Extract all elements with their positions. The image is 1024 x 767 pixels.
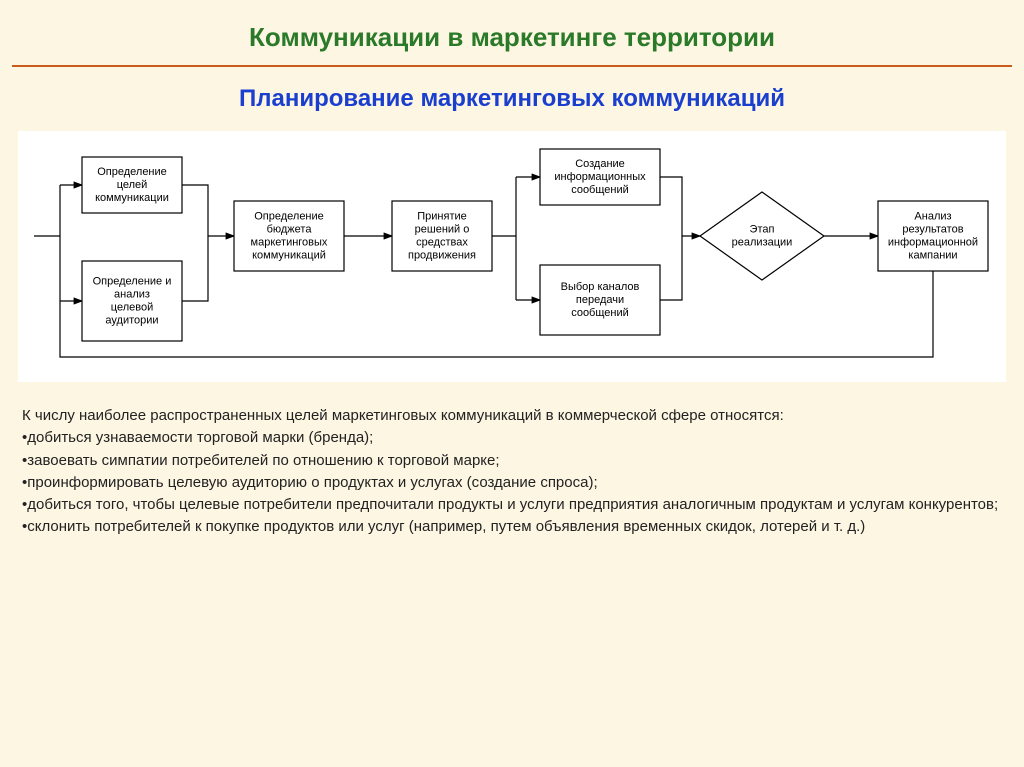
svg-text:передачи: передачи [576, 294, 624, 306]
bullet-item: •добиться того, чтобы целевые потребител… [22, 495, 1002, 515]
flow-node-n3: Определениебюджетамаркетинговыхкоммуника… [234, 201, 344, 271]
flow-node-n5: Созданиеинформационныхсообщений [540, 149, 660, 205]
svg-text:Определение и: Определение и [93, 275, 172, 287]
svg-text:Определение: Определение [254, 210, 324, 222]
flowchart: ОпределениецелейкоммуникацииОпределение … [22, 139, 1002, 374]
svg-text:информационной: информационной [888, 236, 978, 248]
svg-text:маркетинговых: маркетинговых [251, 236, 328, 248]
bullet-list: •добиться узнаваемости торговой марки (б… [22, 428, 1002, 537]
svg-text:продвижения: продвижения [408, 249, 476, 261]
page-subtitle: Планирование маркетинговых коммуникаций [0, 85, 1024, 113]
svg-text:аудитории: аудитории [105, 314, 158, 326]
bullet-item: •проинформировать целевую аудиторию о пр… [22, 473, 1002, 493]
svg-text:результатов: результатов [902, 223, 963, 235]
svg-text:целей: целей [117, 179, 148, 191]
svg-text:Определение: Определение [97, 166, 167, 178]
svg-text:сообщений: сообщений [571, 307, 629, 319]
flow-node-n2: Определение ианализцелевойаудитории [82, 261, 182, 341]
flow-node-n7: Этапреализации [700, 192, 824, 280]
flow-node-n1: Определениецелейкоммуникации [82, 157, 182, 213]
svg-text:Выбор каналов: Выбор каналов [561, 281, 640, 293]
flow-node-n4: Принятиерешений осредствахпродвижения [392, 201, 492, 271]
bullet-item: •склонить потребителей к покупке продукт… [22, 517, 1002, 537]
body-text: К числу наиболее распространенных целей … [0, 382, 1024, 538]
svg-text:Этап: Этап [750, 223, 775, 235]
svg-text:решений о: решений о [415, 223, 470, 235]
bullet-item: •добиться узнаваемости торговой марки (б… [22, 428, 1002, 448]
svg-text:информационных: информационных [554, 171, 646, 183]
bullet-item: •завоевать симпатии потребителей по отно… [22, 451, 1002, 471]
svg-text:кампании: кампании [908, 249, 957, 261]
svg-text:Принятие: Принятие [417, 210, 467, 222]
svg-text:коммуникации: коммуникации [95, 192, 169, 204]
svg-text:целевой: целевой [111, 301, 153, 313]
flow-node-n8: Анализрезультатовинформационнойкампании [878, 201, 988, 271]
svg-text:бюджета: бюджета [267, 223, 313, 235]
body-intro: К числу наиболее распространенных целей … [22, 406, 1002, 426]
svg-text:средствах: средствах [416, 236, 468, 248]
svg-text:Анализ: Анализ [914, 210, 951, 222]
svg-text:Создание: Создание [575, 158, 625, 170]
svg-text:сообщений: сообщений [571, 184, 629, 196]
flow-node-n6: Выбор каналовпередачисообщений [540, 265, 660, 335]
svg-text:коммуникаций: коммуникаций [252, 249, 326, 261]
svg-text:реализации: реализации [732, 236, 793, 248]
svg-text:анализ: анализ [114, 288, 150, 300]
flowchart-container: ОпределениецелейкоммуникацииОпределение … [18, 131, 1006, 382]
title-divider [12, 65, 1012, 67]
page-title: Коммуникации в маркетинге территории [0, 0, 1024, 65]
